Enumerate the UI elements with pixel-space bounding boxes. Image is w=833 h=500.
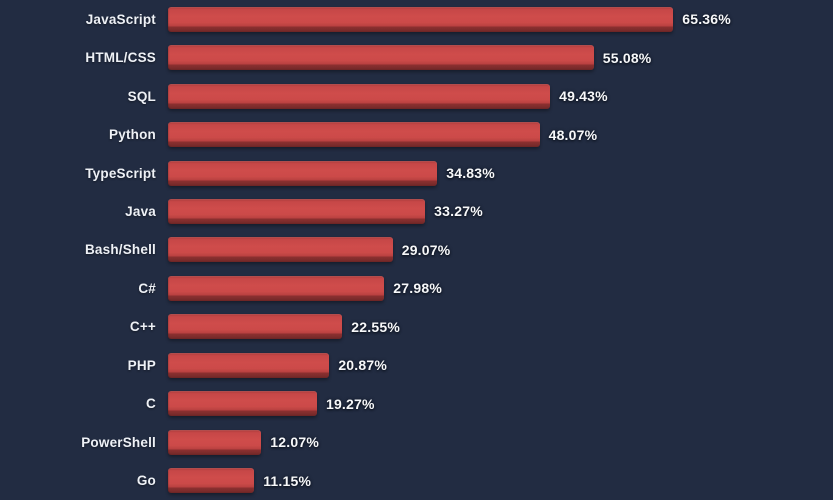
bar-track: 49.43% [168, 77, 833, 115]
bar [168, 352, 330, 378]
chart-row: Java 33.27% [0, 192, 833, 230]
chart-row: JavaScript 65.36% [0, 0, 833, 38]
bar-track: 48.07% [168, 115, 833, 153]
bar [168, 275, 385, 301]
category-label: C++ [129, 319, 156, 335]
chart-row: PowerShell 12.07% [0, 423, 833, 461]
category-label: TypeScript [85, 165, 156, 181]
bar [168, 6, 674, 32]
value-label: 20.87% [338, 357, 387, 374]
value-label: 29.07% [401, 241, 451, 258]
chart-row: Go 11.15% [0, 461, 833, 499]
bar-track: 12.07% [168, 423, 833, 461]
bar [168, 160, 438, 186]
value-label: 34.83% [446, 165, 495, 182]
bar-track: 55.08% [168, 38, 833, 76]
category-label: HTML/CSS [85, 50, 156, 66]
bar [168, 391, 317, 417]
bar-track: 27.98% [168, 269, 833, 307]
value-label: 65.36% [682, 11, 731, 28]
bar [168, 429, 262, 455]
bar-track: 11.15% [168, 461, 833, 499]
value-label: 12.07% [270, 434, 319, 451]
chart-row: HTML/CSS 55.08% [0, 38, 833, 76]
category-label: JavaScript [85, 11, 156, 27]
category-label: C [146, 396, 156, 412]
value-label: 49.43% [559, 88, 608, 105]
chart-row: SQL 49.43% [0, 77, 833, 115]
value-label: 11.15% [263, 472, 312, 489]
bar [168, 237, 393, 263]
category-label: SQL [127, 88, 156, 104]
category-label: Go [136, 473, 156, 489]
bar [168, 198, 426, 224]
category-label: PHP [127, 357, 156, 373]
bar-track: 20.87% [168, 346, 833, 384]
bar-track: 65.36% [168, 0, 833, 38]
category-label: Bash/Shell [84, 242, 156, 258]
chart-row: Bash/Shell 29.07% [0, 231, 833, 269]
bar [168, 468, 255, 494]
value-label: 19.27% [325, 395, 375, 412]
bar [168, 122, 540, 148]
bar-track: 33.27% [168, 192, 833, 230]
bar-track: 19.27% [168, 385, 833, 423]
bar-track: 22.55% [168, 308, 833, 346]
category-label: Python [109, 127, 156, 143]
value-label: 48.07% [548, 126, 598, 143]
bar-track: 29.07% [168, 231, 833, 269]
bar-track: 34.83% [168, 154, 833, 192]
bar [168, 314, 343, 340]
value-label: 55.08% [602, 49, 652, 66]
bar [168, 45, 594, 71]
chart-row: PHP 20.87% [0, 346, 833, 384]
chart-row: C++ 22.55% [0, 308, 833, 346]
chart-row: Python 48.07% [0, 115, 833, 153]
chart-row: TypeScript 34.83% [0, 154, 833, 192]
chart-row: C 19.27% [0, 385, 833, 423]
chart-row: C# 27.98% [0, 269, 833, 307]
bar [168, 83, 551, 109]
category-label: C# [138, 280, 156, 296]
category-label: Java [125, 203, 156, 219]
value-label: 27.98% [393, 280, 442, 297]
value-label: 22.55% [351, 318, 400, 335]
category-label: PowerShell [81, 434, 156, 450]
value-label: 33.27% [434, 203, 483, 220]
